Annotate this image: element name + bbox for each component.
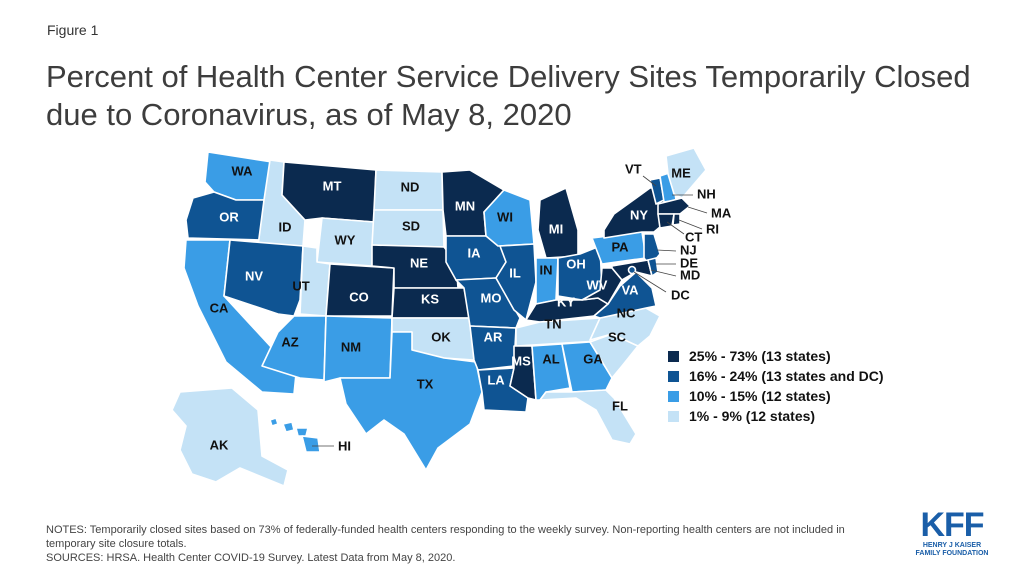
label-VT: VT [625,161,642,176]
label-AR: AR [484,329,503,344]
label-OK: OK [431,329,451,344]
page-title: Percent of Health Center Service Deliver… [46,59,971,132]
label-IN: IN [540,262,553,277]
label-AK: AK [210,437,229,452]
legend-item: 10% - 15% (12 states) [668,386,884,406]
label-WI: WI [497,209,513,224]
label-DE: DE [680,255,698,270]
label-RI: RI [706,221,719,236]
label-GA: GA [583,351,603,366]
label-MS: MS [511,353,531,368]
label-NM: NM [341,339,361,354]
state-AR [469,325,517,371]
state-DC [627,265,637,275]
label-OR: OR [219,209,239,224]
label-KY: KY [557,294,575,309]
figure-label: Figure 1 [47,22,99,38]
state-NC [589,307,661,347]
label-SD: SD [402,218,420,233]
label-NV: NV [245,268,263,283]
label-MT: MT [323,178,342,193]
label-CT: CT [685,229,702,244]
label-MA: MA [711,205,732,220]
label-UT: UT [292,278,309,293]
sources-text: SOURCES: HRSA. Health Center COVID-19 Su… [46,552,456,564]
legend-label: 10% - 15% (12 states) [689,388,831,404]
label-PA: PA [611,239,629,254]
state-AK [171,387,289,487]
label-WY: WY [335,232,356,247]
label-SC: SC [608,329,627,344]
legend-swatch [668,390,679,402]
label-NY: NY [630,207,648,222]
state-FL [539,389,637,445]
label-MD: MD [680,267,700,282]
label-AL: AL [542,351,559,366]
legend-swatch [668,410,679,422]
label-HI: HI [338,438,351,453]
legend-item: 16% - 24% (13 states and DC) [668,366,884,386]
logo-line1: HENRY J KAISER [922,542,982,549]
state-HI-3 [295,427,309,437]
state-MA [657,197,691,215]
label-KS: KS [421,291,439,306]
state-NV [223,239,304,317]
state-GA [561,341,613,393]
legend-label: 1% - 9% (12 states) [689,408,816,424]
label-ME: ME [671,165,691,180]
label-NH: NH [697,186,716,201]
label-FL: FL [612,398,628,413]
state-CT [657,213,675,229]
label-MI: MI [549,221,563,236]
label-VA: VA [621,282,639,297]
state-HI-1 [269,417,279,427]
legend-label: 16% - 24% (13 states and DC) [689,368,884,384]
label-CA: CA [210,300,229,315]
label-ID: ID [279,219,292,234]
kff-logo: KFF HENRY J KAISER FAMILY FOUNDATION [912,508,992,558]
label-NC: NC [617,305,636,320]
label-MO: MO [481,290,502,305]
label-MN: MN [455,198,475,213]
legend-swatch [668,350,679,362]
label-IA: IA [468,245,482,260]
label-OH: OH [566,256,586,271]
label-NJ: NJ [680,242,697,257]
logo-line2: FAMILY FOUNDATION [915,550,989,557]
label-TX: TX [417,376,434,391]
legend-label: 25% - 73% (13 states) [689,348,831,364]
legend-item: 25% - 73% (13 states) [668,346,884,366]
legend: 25% - 73% (13 states) 16% - 24% (13 stat… [668,346,884,426]
label-WA: WA [232,163,254,178]
label-CO: CO [349,289,369,304]
legend-item: 1% - 9% (12 states) [668,406,884,426]
label-LA: LA [487,372,505,387]
state-RI [672,213,681,226]
label-ND: ND [401,179,420,194]
state-TX [339,331,483,471]
state-HI-2 [282,421,295,433]
logo-mark: KFF [920,506,984,544]
label-TN: TN [544,316,561,331]
label-DC: DC [671,287,690,302]
notes-text: NOTES: Temporarily closed sites based on… [46,524,845,550]
state-HI-4 [301,435,321,453]
label-AZ: AZ [281,334,298,349]
legend-swatch [668,370,679,382]
state-IL [495,243,537,321]
label-IL: IL [509,265,521,280]
notes: NOTES: Temporarily closed sites based on… [46,523,896,565]
label-WV: WV [587,277,608,292]
label-NE: NE [410,255,428,270]
